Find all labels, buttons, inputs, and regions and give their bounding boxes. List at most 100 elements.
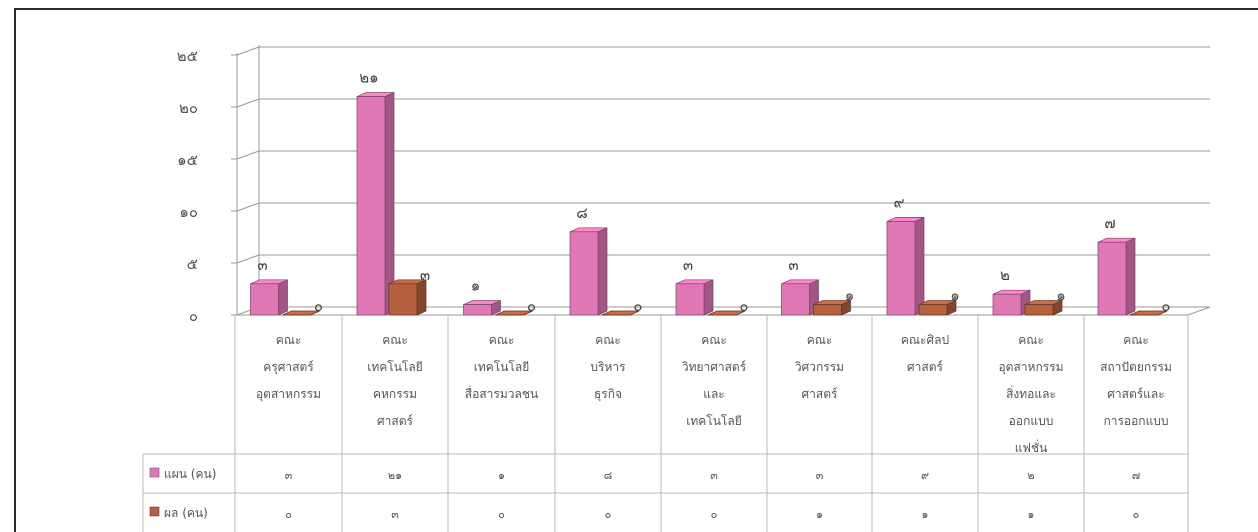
bar-front [388, 283, 418, 316]
table-cell-plan: ๗ [1132, 469, 1140, 482]
bar-plan [781, 279, 819, 316]
category-label: คณะ [701, 333, 727, 347]
table-cell-result: ๐ [285, 508, 292, 521]
bar-result [918, 300, 957, 316]
category-label: คณะ [1018, 333, 1044, 347]
bar-result [1024, 300, 1063, 316]
category-label: คณะ [807, 333, 833, 347]
gridline-diag [236, 202, 260, 212]
category-label: ออกแบบ [1009, 414, 1054, 428]
category-label: เทคโนโลยี [367, 360, 423, 374]
category-label: บริหาร [590, 360, 626, 374]
category-label: สถาปัตยกรรม [1100, 360, 1172, 374]
category-label: เทคโนโลยี [686, 414, 742, 428]
category-label: ครุศาสตร์ [263, 360, 314, 375]
bar-plan [675, 279, 714, 316]
bar-side [384, 92, 395, 316]
data-label-result: ๑ [845, 287, 855, 305]
back-wall [259, 27, 1210, 307]
data-table: คณะครุศาสตร์อุตสาหกรรม๓๐คณะเทคโนโลยีคหกร… [142, 315, 1189, 532]
category-label: การออกแบบ [1103, 414, 1168, 428]
gridline-diag [236, 98, 260, 108]
table-cell-plan: ๓ [816, 469, 824, 482]
data-label-result: ๐ [633, 297, 642, 315]
bar-result [707, 310, 746, 316]
data-label-plan: ๒ [1000, 266, 1010, 284]
gridline-diag [236, 150, 260, 160]
data-label-plan: ๘ [576, 204, 588, 222]
bar-plan [992, 289, 1031, 316]
bar-front [569, 231, 599, 316]
y-axis: ๐ ๕ ๑๐ ๑๕ ๒๐ ๒๕ [177, 45, 260, 325]
data-label-result: ๓ [420, 266, 430, 284]
bar-side [278, 279, 288, 316]
bar-result [388, 279, 427, 316]
bar-result [282, 310, 320, 316]
bar-side [597, 227, 608, 316]
table-cell-plan: ๒๑ [388, 469, 402, 482]
bar-plan [886, 216, 925, 316]
y-tick-label: ๑๐ [179, 203, 198, 221]
category-label: ศาสตร์ [802, 387, 838, 401]
bar-result [495, 310, 533, 316]
category-label: คณะ [276, 333, 302, 347]
bar-result [601, 310, 640, 316]
category-label: สื่อสารมวลชน [465, 385, 538, 401]
data-label-plan: ๒๑ [359, 69, 378, 87]
data-label-result: ๑ [950, 287, 960, 305]
category-label: เทคโนโลยี [474, 360, 530, 374]
category-label: สิ่งทอและ [1006, 385, 1056, 401]
category-label: อุตสาหกรรม [256, 387, 321, 402]
legend-label: แผน (คน) [164, 467, 216, 481]
bar-plan [463, 300, 501, 316]
table-cell-result: ๓ [391, 508, 399, 521]
table-cell-plan: ๓ [710, 469, 718, 482]
data-label-result: ๐ [527, 297, 536, 315]
bar-front [250, 283, 279, 316]
category-label: คณะ [489, 333, 515, 347]
data-label-result: ๑ [1056, 287, 1066, 305]
y-tick-label: ๒๐ [179, 99, 198, 117]
bar-front [356, 96, 386, 316]
bar-front [886, 221, 916, 316]
category-label: ศาสตร์ [377, 414, 413, 428]
data-label-plan: ๓ [788, 256, 798, 274]
data-label-result: ๐ [739, 297, 748, 315]
category-label: ธุรกิจ [594, 387, 622, 402]
category-label: คณะ [382, 333, 408, 347]
bar-side [416, 279, 427, 316]
data-label-plan: ๙ [894, 193, 905, 211]
bars [250, 92, 1168, 316]
table-cell-result: ๑ [922, 508, 929, 521]
bar-front [781, 283, 810, 316]
bar-plan [569, 227, 608, 316]
bar-result [1129, 310, 1168, 316]
table-cell-plan: ๘ [604, 469, 613, 482]
table-cell-plan: ๒ [1027, 469, 1034, 482]
category-label: ศาสตร์และ [1107, 387, 1164, 401]
category-label: คณะศิลป [901, 333, 949, 347]
category-label: ศาสตร์ [907, 360, 943, 374]
bar-result [813, 300, 851, 316]
data-label-plan: ๓ [683, 256, 693, 274]
category-label: คหกรรม [373, 387, 417, 401]
table-cell-result: ๐ [498, 508, 505, 521]
data-label-result: ๐ [1161, 297, 1170, 315]
table-cell-plan: ๑ [498, 469, 505, 482]
bar-side [703, 279, 714, 316]
category-label: คณะ [595, 333, 621, 347]
legend-key [149, 506, 160, 517]
bar-side [914, 216, 925, 316]
bar-front [918, 304, 948, 316]
bar-side [1125, 237, 1136, 316]
y-tick-label: ๑๕ [177, 151, 198, 169]
y-tick-label: ๕ [187, 255, 198, 273]
gridline-diag [236, 254, 260, 264]
category-label: คณะ [1123, 333, 1149, 347]
category-label: แฟชั่น [1015, 439, 1048, 455]
bar-front [992, 293, 1022, 316]
data-label-plan: ๗ [1104, 214, 1115, 232]
table-cell-result: ๐ [1133, 508, 1140, 521]
